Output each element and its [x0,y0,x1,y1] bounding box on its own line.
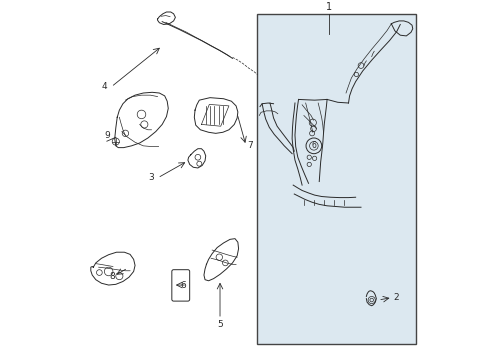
Text: 4: 4 [102,82,108,91]
Text: 5: 5 [217,320,223,329]
Bar [257,14,416,344]
Text: 9: 9 [104,131,110,140]
Text: 3: 3 [148,174,154,183]
Text: 6: 6 [312,141,317,150]
Text: 6: 6 [180,280,186,289]
Text: 2: 2 [393,293,399,302]
Text: 8: 8 [109,272,115,281]
Text: 1: 1 [326,2,332,12]
Text: 7: 7 [247,141,252,150]
FancyBboxPatch shape [172,270,190,301]
